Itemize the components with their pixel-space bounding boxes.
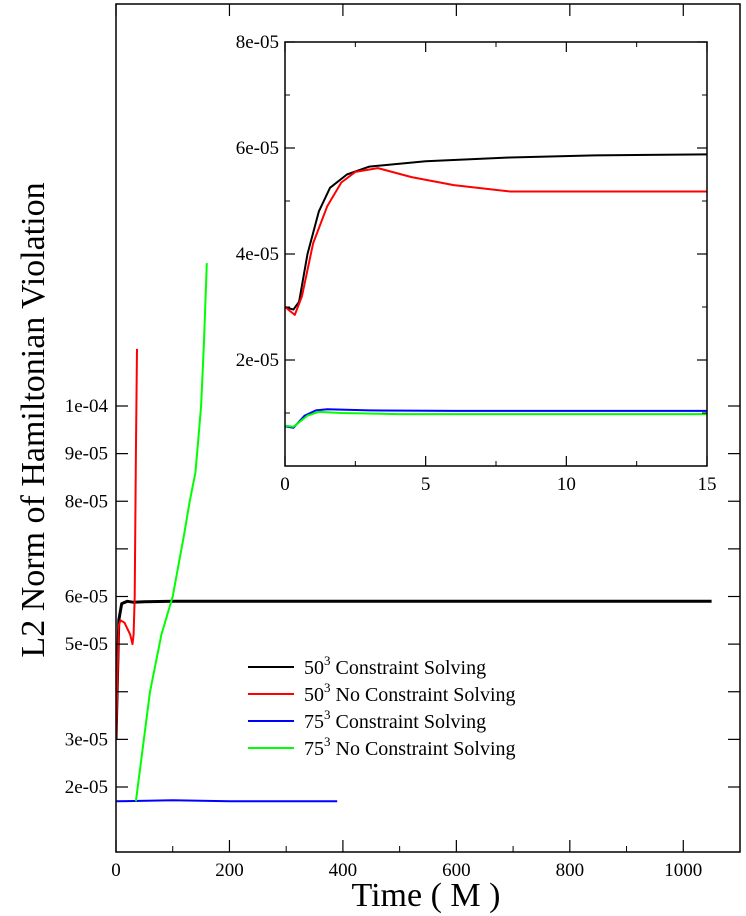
legend-label: 753 No Constraint Solving bbox=[304, 734, 516, 760]
legend-label-base: 50 bbox=[304, 657, 324, 679]
legend-label: 503 No Constraint Solving bbox=[304, 680, 516, 706]
legend-label-text: Constraint Solving bbox=[331, 657, 487, 679]
inset-y-tick-label: 8e-05 bbox=[236, 32, 279, 53]
legend-label: 753 Constraint Solving bbox=[304, 707, 486, 733]
inset-y-tick-label: 4e-05 bbox=[236, 244, 279, 265]
y-tick-label: 3e-05 bbox=[65, 729, 108, 750]
inset-x-tick-label: 10 bbox=[557, 474, 576, 495]
x-tick-label: 400 bbox=[329, 860, 358, 881]
inset-x-tick-label: 0 bbox=[280, 474, 290, 495]
inset-x-tick-label: 15 bbox=[698, 474, 717, 495]
y-tick-label: 5e-05 bbox=[65, 634, 108, 655]
x-tick-label: 600 bbox=[442, 860, 471, 881]
inset-series-line-1 bbox=[284, 153, 708, 311]
y-axis-title: L2 Norm of Hamiltonian Violation bbox=[15, 182, 52, 657]
main-series-line-4 bbox=[134, 263, 208, 802]
inset-series-group bbox=[284, 153, 708, 429]
inset-series-line-4 bbox=[284, 410, 707, 428]
main-chart: 0 200 400 600 800 1000 2e-05 3e-05 5e-05 6e-05 8e-… bbox=[15, 3, 741, 914]
main-series-line-2 bbox=[116, 348, 138, 740]
main-series-line-1 bbox=[116, 599, 712, 740]
y-tick-label: 6e-05 bbox=[65, 587, 108, 608]
main-plot-frame bbox=[115, 3, 741, 853]
legend-label-text: No Constraint Solving bbox=[331, 684, 516, 706]
main-axis-ticks: 0 200 400 600 800 1000 2e-05 3e-05 5e-05 6e-05 8e-… bbox=[65, 4, 741, 881]
legend-label-text: Constraint Solving bbox=[331, 711, 487, 733]
legend-label-exponent: 3 bbox=[324, 707, 331, 722]
legend-label-exponent: 3 bbox=[324, 653, 331, 668]
inset-y-tick-label: 2e-05 bbox=[236, 350, 279, 371]
x-tick-label: 200 bbox=[215, 860, 244, 881]
y-tick-label: 1e-04 bbox=[65, 396, 109, 417]
inset-y-tick-label: 6e-05 bbox=[236, 138, 279, 159]
main-series-line-3 bbox=[116, 799, 338, 803]
legend-label: 503 Constraint Solving bbox=[304, 653, 486, 679]
inset-chart: 0 5 10 15 2e-05 4e-05 6e-05 8e-05 bbox=[236, 32, 717, 495]
x-axis-title: Time ( M ) bbox=[352, 877, 501, 914]
y-tick-label: 9e-05 bbox=[65, 444, 108, 465]
inset-x-tick-label: 5 bbox=[421, 474, 431, 495]
x-tick-label: 0 bbox=[111, 860, 121, 881]
legend-label-base: 75 bbox=[304, 711, 324, 733]
inset-background bbox=[285, 42, 707, 466]
x-tick-label: 800 bbox=[556, 860, 585, 881]
legend-label-exponent: 3 bbox=[324, 734, 331, 749]
legend-label-base: 50 bbox=[304, 684, 324, 706]
y-tick-label: 8e-05 bbox=[65, 491, 108, 512]
inset-series-line-2 bbox=[284, 167, 707, 316]
main-series-group bbox=[116, 263, 712, 803]
legend-label-exponent: 3 bbox=[324, 680, 331, 695]
y-tick-label: 2e-05 bbox=[65, 777, 108, 798]
legend-label-base: 75 bbox=[304, 738, 324, 760]
legend-label-text: No Constraint Solving bbox=[331, 738, 516, 760]
x-tick-label: 1000 bbox=[664, 860, 702, 881]
inset-axis-ticks: 0 5 10 15 2e-05 4e-05 6e-05 8e-05 bbox=[236, 32, 717, 495]
